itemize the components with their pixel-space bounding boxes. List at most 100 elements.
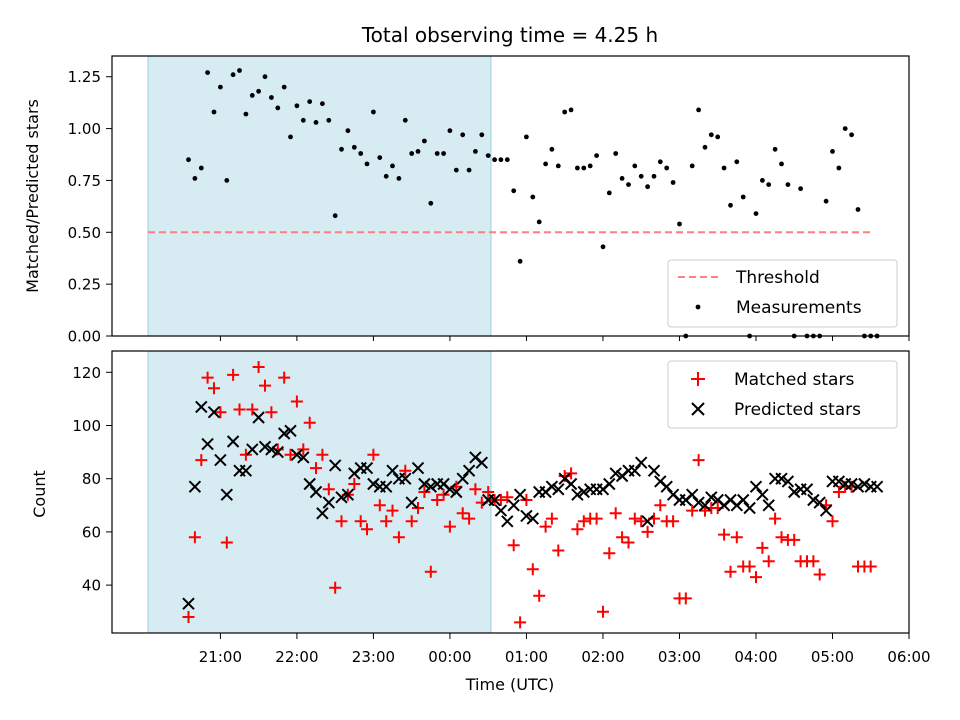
measurement-point	[466, 167, 472, 173]
measurement-point	[645, 184, 650, 190]
matched-star-point	[405, 515, 418, 528]
matched-star-point	[603, 547, 616, 560]
measurement-point	[390, 163, 395, 169]
measurement-point	[587, 163, 593, 169]
predicted-star-point	[743, 501, 756, 515]
ratio-shaded-window	[147, 55, 492, 337]
measurement-point	[460, 132, 466, 138]
matched-star-point	[303, 416, 316, 429]
matched-star-point	[233, 403, 246, 416]
measurement-point	[549, 146, 555, 152]
matched-star-point	[769, 512, 782, 525]
measurement-point	[473, 149, 478, 154]
predicted-star-point	[819, 504, 833, 517]
matched-star-point	[399, 464, 412, 477]
predicted-star-point	[813, 496, 826, 509]
predicted-star-point	[513, 488, 527, 501]
measurement-point	[855, 207, 861, 212]
predicted-star-point	[641, 515, 654, 528]
predicted-star-point	[386, 464, 399, 477]
measurement-point	[670, 180, 676, 185]
predicted-star-point	[628, 464, 642, 477]
count-legend: Matched stars Predicted stars	[667, 360, 898, 429]
matched-star-point	[864, 560, 877, 573]
measurement-point	[377, 155, 383, 161]
measurements-points	[186, 68, 880, 339]
count-y-label: Count	[30, 470, 49, 518]
matched-star-point	[380, 515, 393, 528]
matched-star-point	[329, 581, 342, 594]
measurement-point	[638, 173, 644, 179]
matched-star-point	[679, 592, 692, 605]
count-x-tick-label: 06:00	[887, 648, 930, 666]
matched-star-point	[526, 563, 539, 576]
count-y-tick-label: 120	[72, 364, 101, 382]
predicted-star-point	[494, 504, 508, 517]
measurement-point	[192, 176, 198, 181]
measurement-point	[294, 103, 300, 109]
matched-star-point	[565, 467, 578, 480]
matched-star-point	[494, 494, 507, 506]
legend-threshold-label: Threshold	[735, 268, 820, 288]
ratio-legend-box	[667, 259, 898, 328]
predicted-stars-points	[182, 400, 884, 610]
matched-star-point	[750, 571, 762, 584]
matched-star-point	[597, 605, 609, 618]
ratio-x-ticks	[219, 336, 910, 341]
predicted-star-point	[450, 485, 463, 499]
measurement-point	[721, 165, 727, 171]
measurement-point	[498, 157, 504, 163]
ratio-y-tick-label: 1.00	[68, 120, 101, 138]
measurement-point	[728, 202, 733, 208]
matched-star-point	[533, 589, 546, 602]
count-x-tick-label: 23:00	[352, 648, 395, 666]
predicted-star-point	[845, 477, 858, 491]
matched-star-point	[227, 368, 240, 381]
measurement-point	[619, 176, 625, 181]
measurement-point	[262, 74, 268, 80]
matched-star-point	[813, 568, 826, 581]
measurement-point	[511, 188, 517, 194]
measurement-point	[785, 182, 791, 188]
legend-matched-swatch	[691, 372, 705, 386]
measurement-point	[555, 163, 561, 169]
matched-star-point	[762, 555, 775, 568]
predicted-star-point	[577, 485, 591, 499]
matched-star-point	[501, 491, 514, 504]
measurement-point	[600, 244, 606, 250]
predicted-star-point	[749, 480, 763, 493]
measurement-point	[517, 258, 523, 264]
matched-star-point	[558, 470, 571, 482]
measurement-point	[823, 198, 829, 204]
predicted-star-point	[851, 480, 865, 493]
matched-star-point	[552, 544, 565, 557]
measurement-point	[562, 109, 568, 115]
matched-star-point	[201, 371, 214, 384]
matched-star-point	[622, 536, 635, 549]
count-x-tick-label: 21:00	[199, 648, 242, 666]
measurement-point	[402, 117, 408, 123]
measurement-point	[441, 151, 446, 156]
predicted-star-point	[418, 477, 431, 491]
matched-star-point	[482, 486, 495, 498]
ratio-panel: 0.00 0.25 0.50 0.75 1.00 1.25 Matched/Predict…	[23, 55, 910, 346]
measurement-point	[632, 163, 638, 169]
matched-star-point	[431, 494, 444, 506]
matched-star-point	[392, 531, 405, 544]
measurement-point	[230, 72, 236, 78]
predicted-star-point	[303, 477, 316, 491]
measurement-point	[606, 190, 612, 196]
matched-star-point	[361, 523, 373, 536]
matched-star-point	[832, 486, 845, 498]
measurement-point	[428, 200, 434, 206]
predicted-star-point	[807, 493, 820, 507]
measurement-point	[300, 117, 306, 123]
matched-star-point	[316, 448, 329, 461]
matched-star-point	[507, 539, 520, 552]
ratio-y-tick-label: 0.50	[68, 224, 101, 242]
predicted-star-point	[564, 477, 578, 491]
measurement-point	[422, 138, 427, 144]
predicted-star-point	[246, 443, 259, 456]
matched-star-point	[775, 531, 788, 544]
predicted-star-point	[781, 475, 795, 488]
